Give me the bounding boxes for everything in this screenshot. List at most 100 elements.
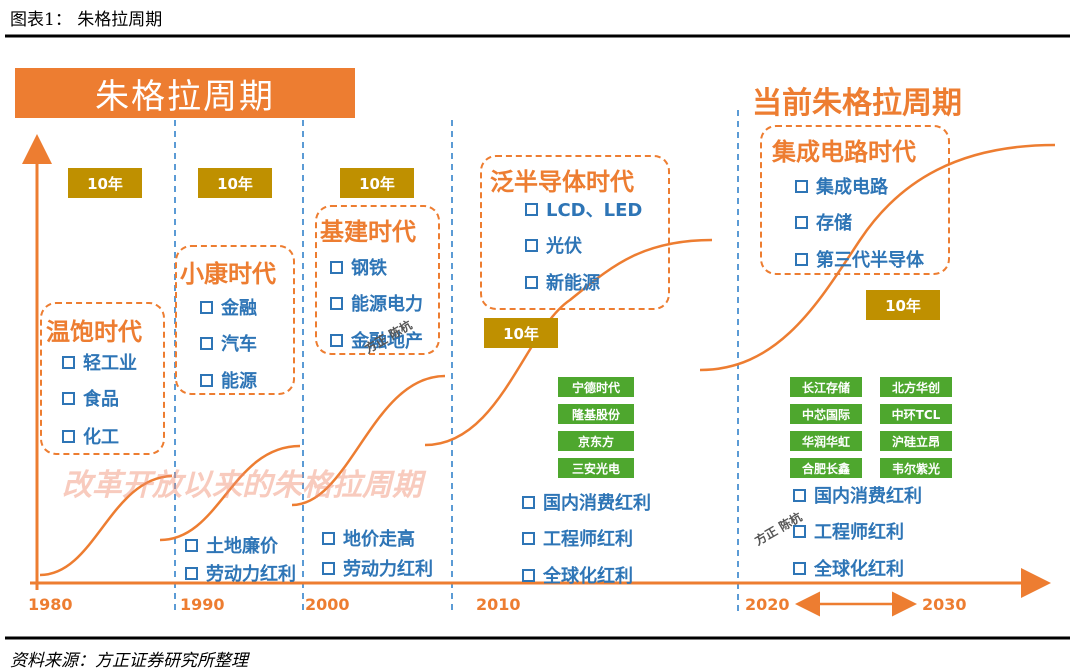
bullet [322, 561, 335, 575]
duration-badge: 10年 [484, 318, 558, 348]
bullet [522, 568, 535, 582]
duration-badge: 10年 [68, 168, 142, 198]
bullet [200, 373, 213, 387]
list-item: 土地廉价 [185, 533, 278, 557]
item-text: 第三代半导体 [816, 250, 924, 271]
item-text: 劳动力红利 [206, 564, 296, 585]
bullet [62, 355, 75, 369]
list-item: 光伏 [525, 233, 582, 257]
list-item: 劳动力红利 [185, 561, 296, 585]
item-text: 汽车 [221, 334, 257, 355]
item-text: 土地廉价 [206, 536, 278, 557]
bullet [200, 300, 213, 314]
item-text: 金融 [221, 298, 257, 319]
watermark: 改革开放以来的朱格拉周期 [62, 468, 422, 503]
source-note: 资料来源：方正证券研究所整理 [10, 651, 248, 671]
item-text: 劳动力红利 [343, 559, 433, 580]
company-tag: 合肥长鑫 [790, 458, 862, 478]
duration-badge: 10年 [198, 168, 272, 198]
company-tag: 长江存储 [790, 377, 862, 397]
item-text: 食品 [83, 389, 119, 410]
company-tag: 中芯国际 [790, 404, 862, 424]
list-item: 能源 [200, 368, 257, 392]
era-title: 泛半导体时代 [490, 168, 634, 196]
list-item: 第三代半导体 [795, 247, 924, 271]
list-item: LCD、LED [525, 197, 642, 221]
bullet [793, 488, 806, 502]
bullet [330, 260, 343, 274]
company-tag: 中环TCL [880, 404, 952, 424]
company-tag: 三安光电 [558, 458, 634, 478]
bullet [330, 296, 343, 310]
year-label: 2020 [745, 595, 790, 614]
item-text: 能源 [221, 371, 257, 392]
list-item: 工程师红利 [793, 519, 904, 543]
company-tag: 京东方 [558, 431, 634, 451]
bullet [522, 531, 535, 545]
company-tag: 韦尔紫光 [880, 458, 952, 478]
bullet [200, 336, 213, 350]
item-text: 集成电路 [816, 177, 888, 198]
item-text: 工程师红利 [814, 522, 904, 543]
list-item: 钢铁 [330, 255, 387, 279]
item-text: 全球化红利 [543, 566, 633, 587]
item-text: 能源电力 [351, 294, 423, 315]
item-text: 新能源 [546, 273, 600, 294]
company-tag: 华润华虹 [790, 431, 862, 451]
item-text: 化工 [83, 427, 119, 448]
bullet [795, 179, 808, 193]
list-item: 化工 [62, 424, 119, 448]
banner: 朱格拉周期 [15, 68, 355, 118]
duration-badge: 10年 [340, 168, 414, 198]
company-tag: 宁德时代 [558, 377, 634, 397]
item-text: 地价走高 [343, 529, 415, 550]
year-label: 2000 [305, 595, 350, 614]
bullet [62, 429, 75, 443]
item-text: 存储 [816, 213, 852, 234]
era-box [760, 125, 950, 275]
bullet [62, 391, 75, 405]
list-item: 地价走高 [322, 526, 415, 550]
bullet [330, 333, 343, 347]
bullet [322, 531, 335, 545]
bullet [185, 538, 198, 552]
list-item: 工程师红利 [522, 526, 633, 550]
company-tag: 北方华创 [880, 377, 952, 397]
era-box [40, 302, 165, 455]
bullet [525, 275, 538, 289]
era-box [315, 205, 440, 355]
year-label: 1980 [28, 595, 73, 614]
bullet [793, 524, 806, 538]
item-text: 金融地产 [351, 331, 423, 352]
list-item: 汽车 [200, 331, 257, 355]
header-title: 图表1： 朱格拉周期 [10, 10, 163, 30]
item-text: 工程师红利 [543, 529, 633, 550]
duration-badge: 10年 [866, 290, 940, 320]
list-item: 新能源 [525, 270, 600, 294]
list-item: 能源电力 [330, 291, 423, 315]
list-item: 食品 [62, 386, 119, 410]
era-title: 小康时代 [180, 260, 276, 288]
bullet [525, 202, 538, 216]
company-tag: 沪硅立昂 [880, 431, 952, 451]
company-tag: 隆基股份 [558, 404, 634, 424]
list-item: 金融 [200, 295, 257, 319]
era-title: 集成电路时代 [772, 138, 916, 166]
item-text: 钢铁 [351, 258, 387, 279]
bullet [522, 495, 535, 509]
list-item: 国内消费红利 [793, 483, 922, 507]
current-cycle-label: 当前朱格拉周期 [752, 86, 962, 121]
list-item: 国内消费红利 [522, 490, 651, 514]
item-text: 国内消费红利 [814, 486, 922, 507]
year-label: 1990 [180, 595, 225, 614]
bullet [793, 561, 806, 575]
era-title: 温饱时代 [46, 318, 142, 346]
year-label: 2010 [476, 595, 521, 614]
item-text: LCD、LED [546, 200, 643, 221]
bullet [185, 566, 198, 580]
item-text: 轻工业 [83, 353, 137, 374]
list-item: 存储 [795, 210, 852, 234]
list-item: 轻工业 [62, 350, 137, 374]
